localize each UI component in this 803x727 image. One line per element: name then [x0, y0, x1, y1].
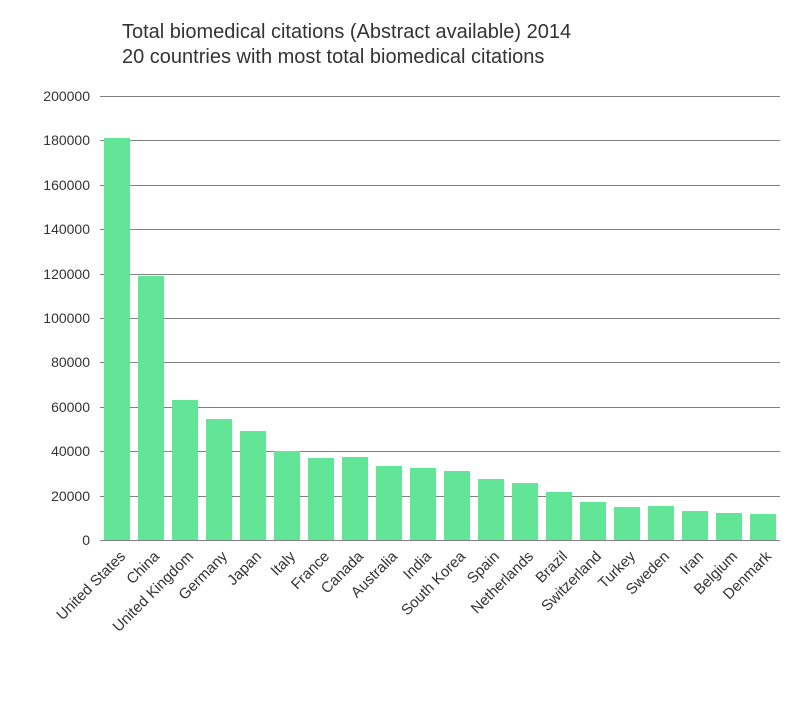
y-gridline [100, 362, 780, 363]
y-tick-label: 180000 [20, 132, 90, 148]
y-tick-label: 100000 [20, 310, 90, 326]
bar [682, 511, 707, 540]
y-tick-label: 80000 [20, 354, 90, 370]
y-gridline [100, 496, 780, 497]
bar [614, 507, 639, 540]
chart-title: Total biomedical citations (Abstract ava… [122, 20, 571, 70]
chart-title-line1: Total biomedical citations (Abstract ava… [122, 20, 571, 45]
bar [308, 458, 333, 540]
bar [342, 457, 367, 540]
y-gridline [100, 451, 780, 452]
chart-title-line2: 20 countries with most total biomedical … [122, 45, 571, 70]
bar [104, 138, 129, 540]
bar [648, 506, 673, 540]
bar [274, 451, 299, 540]
bar [444, 471, 469, 540]
bar [750, 514, 775, 540]
y-tick-label: 160000 [20, 177, 90, 193]
bar [240, 431, 265, 540]
y-gridline [100, 96, 780, 97]
bar [376, 466, 401, 540]
y-tick-label: 20000 [20, 488, 90, 504]
y-tick-label: 200000 [20, 88, 90, 104]
y-tick-label: 0 [20, 532, 90, 548]
bar [478, 479, 503, 540]
bar [580, 502, 605, 540]
y-gridline [100, 185, 780, 186]
bar [138, 276, 163, 540]
plot-area [100, 96, 780, 540]
bar [410, 468, 435, 540]
y-tick-label: 60000 [20, 399, 90, 415]
y-tick-label: 40000 [20, 443, 90, 459]
bar [512, 483, 537, 540]
y-gridline [100, 318, 780, 319]
bar [172, 400, 197, 540]
y-gridline [100, 274, 780, 275]
y-gridline [100, 540, 780, 541]
y-tick-label: 140000 [20, 221, 90, 237]
biomedical-citations-bar-chart: Total biomedical citations (Abstract ava… [0, 0, 803, 727]
bar [546, 492, 571, 540]
y-gridline [100, 229, 780, 230]
y-tick-label: 120000 [20, 266, 90, 282]
bar [206, 419, 231, 540]
bar [716, 513, 741, 540]
y-gridline [100, 140, 780, 141]
y-gridline [100, 407, 780, 408]
